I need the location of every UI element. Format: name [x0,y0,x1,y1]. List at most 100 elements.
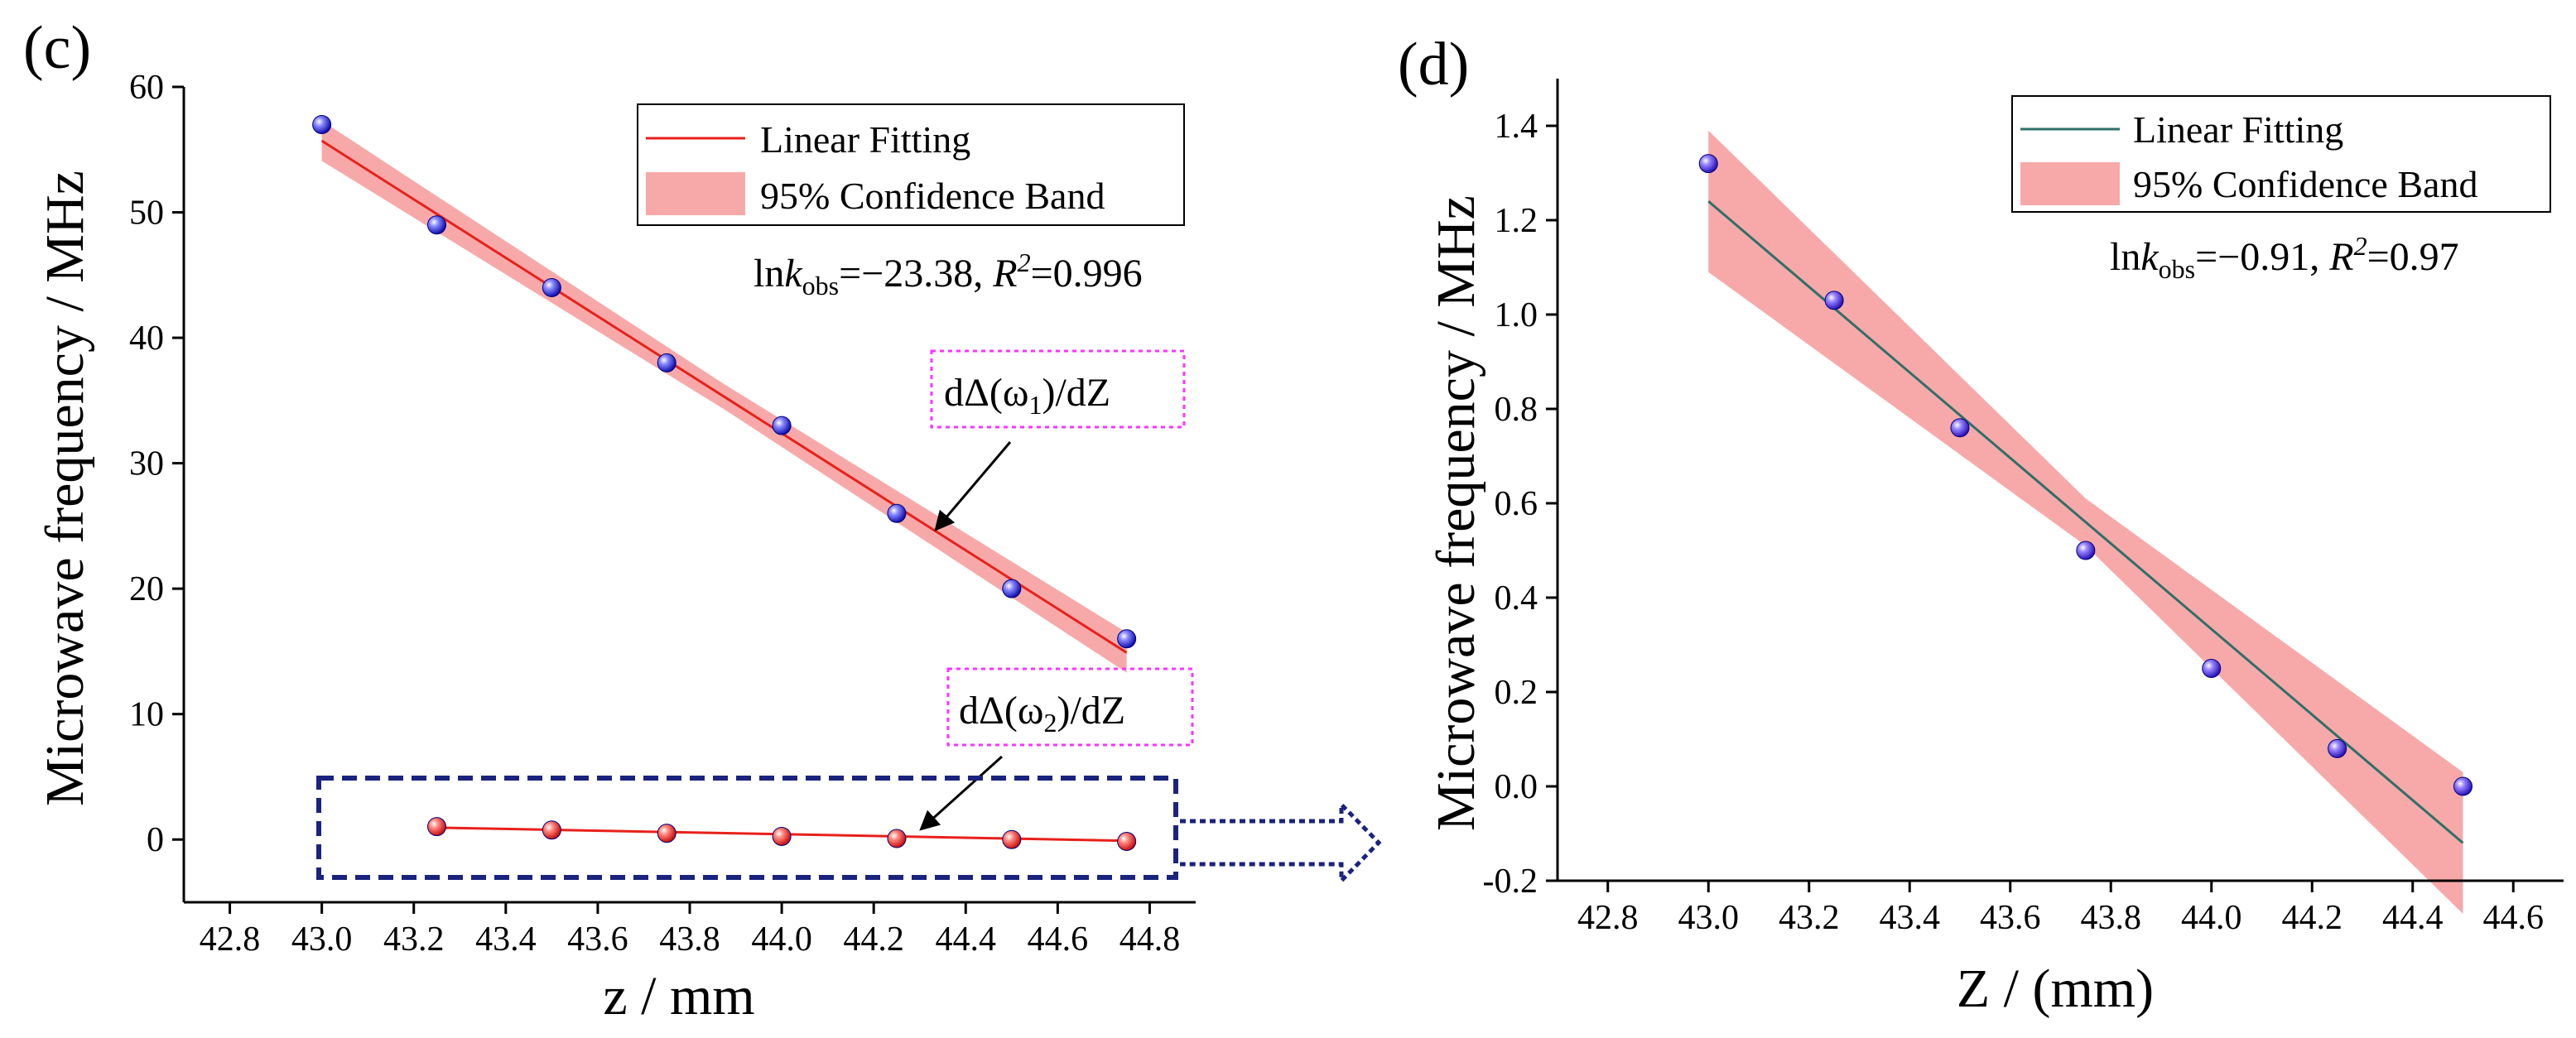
panel-d: (d) Microwave frequency / MHz Z / (mm) 4… [1398,31,2564,1019]
data-point [542,820,561,840]
y-tick-label: 10 [129,696,164,734]
y-tick-label: 1.2 [1495,202,1538,240]
y-tick-label: 50 [129,195,164,233]
fit-annotation: lnkobs=−23.38, R2=0.996 [754,247,1143,300]
data-point [772,826,792,846]
x-tick-label: 44.8 [1119,920,1181,959]
annotation-eq: =−23.38, [839,252,993,296]
data-point [1950,418,1970,438]
y-tick-label: 40 [129,320,164,358]
fit-annotation: lnkobs=−0.91, R2=0.97 [2110,231,2459,284]
annotation-sup: 2 [2354,231,2367,261]
zoom-arrow [1180,799,1382,887]
data-point [657,353,677,372]
annotation-prefix: ln [2110,235,2140,279]
panel-label-d: (d) [1398,31,1469,99]
y-axis-label: Microwave frequency / MHz [35,171,95,806]
legend: Linear Fitting 95% Confidence Band [2011,95,2551,213]
panel-c: (c) Microwave frequency / MHz z / mm 42.… [23,14,1382,1026]
x-tick-label: 44.0 [2181,899,2242,937]
x-tick-label: 44.2 [843,920,904,959]
legend-band-swatch [2020,162,2120,205]
legend-label-band: 95% Confidence Band [760,175,1105,217]
y-tick-label: 0 [147,821,164,859]
annotation-sub: obs [802,271,839,300]
x-tick-label: 43.2 [383,920,445,959]
data-point [2202,659,2222,678]
series2-label-box [946,667,1194,747]
data-point [2453,776,2472,796]
data-point [1698,154,1718,174]
y-tick-label: 0.4 [1495,579,1538,618]
x-tick-label: 43.2 [1779,899,1840,937]
x-tick-label: 43.0 [1678,899,1740,937]
data-point [1002,579,1022,598]
x-tick-label: 44.6 [2483,899,2545,937]
y-tick-label: 0.2 [1495,674,1538,712]
y-tick-label: 1.4 [1495,108,1538,146]
data-point [772,416,792,435]
legend-label-fit: Linear Fitting [2133,108,2343,151]
series2-label: dΔ(ω2)/dZ [959,689,1125,738]
zoom-box [316,776,1178,880]
annotation-eq: =−0.91, [2195,235,2329,279]
data-point [2328,738,2347,758]
annotation-sup: 2 [1018,247,1031,277]
legend-label-band: 95% Confidence Band [2133,163,2477,205]
annotation-k: k [784,252,803,296]
x-tick-label: 42.8 [200,920,261,959]
x-tick-label: 43.6 [1980,899,2041,937]
data-point [887,829,907,848]
x-axis-label: Z / (mm) [1957,959,2154,1019]
x-tick-label: 43.8 [659,920,720,959]
legend-label-fit: Linear Fitting [760,118,970,161]
annotation-r: R [2328,235,2353,279]
x-tick-label: 44.0 [751,920,812,959]
series2-label-sub: 2 [1043,708,1057,738]
legend-band-swatch [646,172,745,215]
series1-label-end: )/dZ [1042,371,1110,415]
x-tick-label: 42.8 [1577,899,1639,937]
plot-area: 42.8 43.0 43.2 43.4 43.6 43.8 44.0 44.2 44.4 44.6… [1483,79,2564,937]
x-tick-label: 43.4 [475,920,537,959]
data-point [1002,829,1022,849]
annotation-val: =0.996 [1031,252,1143,296]
data-point [542,277,561,297]
data-point [1117,629,1137,649]
fit-line [320,139,1128,654]
annotation-r: R [992,252,1017,296]
y-tick-label: -0.2 [1483,863,1538,901]
fit-line [1707,200,2464,844]
data-point [2076,541,2096,560]
plot-area: 42.8 43.0 43.2 43.4 43.6 43.8 44.0 44.2 44.4 44.6… [129,69,1196,959]
data-point [1824,291,1844,310]
y-axis-label: Microwave frequency / MHz [1426,195,1486,831]
series2-label-main: dΔ(ω [959,689,1043,733]
y-tick-label: 0.0 [1495,768,1538,806]
x-axis-label: z / mm [603,966,754,1026]
x-tick-label: 43.8 [2081,899,2142,937]
series2-arrow [919,755,1004,831]
x-tick-label: 44.6 [1028,920,1089,959]
data-point [427,215,446,235]
x-tick-label: 44.4 [2382,899,2444,937]
annotation-prefix: ln [754,252,784,296]
annotation-k: k [2140,235,2160,279]
legend: Linear Fitting 95% Confidence Band [637,103,1185,226]
y-tick-label: 30 [129,445,164,483]
data-point [657,824,677,843]
annotation-val: =0.97 [2367,235,2459,279]
series1-arrow [934,441,1012,531]
series1-label-box [930,349,1186,429]
data-point [312,114,332,134]
panel-label-c: (c) [23,14,91,82]
y-tick-label: 0.6 [1495,485,1538,523]
x-tick-label: 44.4 [936,920,997,959]
y-tick-label: 0.8 [1495,391,1538,429]
series1-label-main: dΔ(ω [944,371,1028,415]
data-point [427,817,446,837]
data-point [887,503,907,523]
x-tick-label: 43.0 [291,920,353,959]
series2-label-end: )/dZ [1057,689,1125,733]
